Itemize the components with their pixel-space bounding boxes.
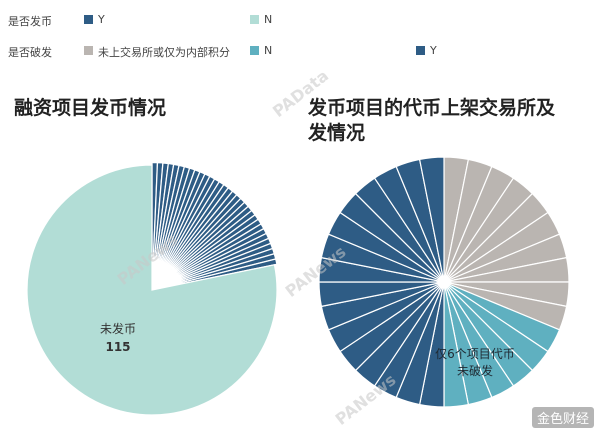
left-pie-slice-n (26, 164, 278, 416)
legend-text-n: N (264, 13, 273, 26)
left-pie-label-name: 未发币 (100, 321, 136, 336)
corner-logo: 金色财经 (531, 407, 594, 428)
right-chart-title-line-2: 发情况 (308, 122, 366, 144)
right-pie-annotation-line-1: 仅6个项目代币 (435, 347, 515, 361)
legend-label-issuance: 是否发币 (8, 15, 52, 28)
legend-text-y: Y (98, 13, 105, 26)
legend-row-issuance: 是否发币 Y N (0, 10, 600, 30)
legend-text-unlisted: 未上交易所或仅为内部积分 (98, 46, 230, 59)
left-pie-label-value: 115 (105, 340, 130, 354)
left-pie (26, 161, 278, 416)
left-pie-slice-y (154, 258, 278, 291)
legend-label-break: 是否破发 (8, 46, 52, 59)
legend-row-break: 是否破发 未上交易所或仅为内部积分 N Y (0, 41, 600, 61)
right-chart-title-line-1: 发币项目的代币上架交易所及 (308, 97, 556, 119)
left-chart-title: 融资项目发币情况 (14, 97, 167, 119)
legend-text-broken: Y (430, 44, 437, 57)
legend-swatch-y (84, 15, 93, 24)
right-pie-annotation-line-2: 未破发 (457, 363, 493, 378)
legend-swatch-broken (416, 46, 425, 55)
right-pie (318, 156, 570, 408)
legend-text-not-broken: N (264, 44, 273, 57)
legend-swatch-not-broken (250, 46, 259, 55)
legend-swatch-unlisted (84, 46, 93, 55)
legend-swatch-n (250, 15, 259, 24)
right-pie-slice-2 (418, 156, 445, 283)
right-chart-title: 发币项目的代币上架交易所及 发情况 (308, 96, 596, 146)
